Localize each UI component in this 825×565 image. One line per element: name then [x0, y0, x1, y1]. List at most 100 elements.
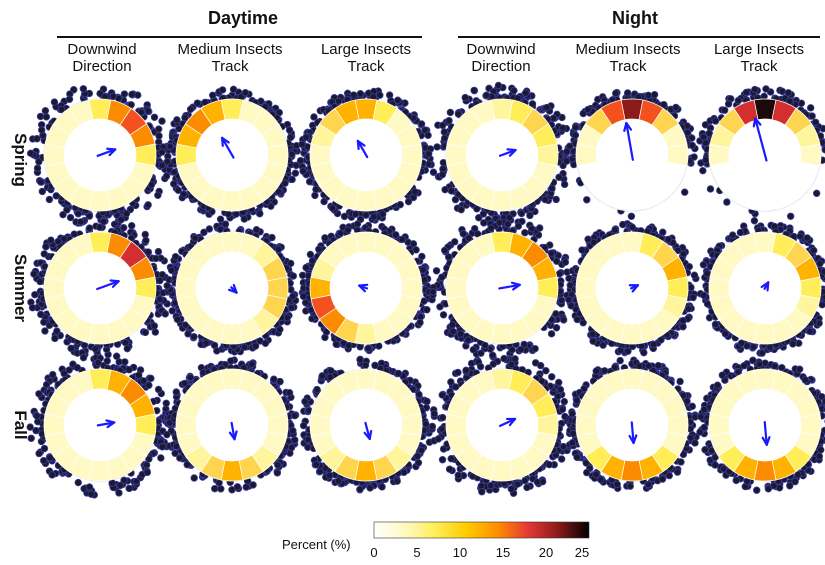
scatter-dot [154, 385, 163, 394]
scatter-dot [150, 322, 159, 330]
group-title-night: Night [612, 8, 658, 28]
scatter-dot [795, 365, 804, 373]
scatter-dot [440, 134, 449, 143]
scatter-dot [537, 361, 545, 370]
scatter-dot [163, 157, 172, 166]
rose-plot [565, 220, 700, 357]
scatter-dot [186, 105, 195, 113]
rose-plot [296, 87, 435, 224]
scatter-dot [543, 103, 551, 112]
scatter-dot [481, 341, 489, 349]
scatter-dot [454, 471, 462, 480]
scatter-dot [281, 179, 289, 187]
scatter-dot [784, 89, 793, 97]
rose-sector [799, 143, 822, 167]
scatter-dot [162, 399, 170, 407]
scatter-dot [640, 348, 648, 357]
scatter-dot [547, 249, 556, 257]
scatter-dot [616, 346, 625, 354]
scatter-dot [298, 140, 306, 148]
scatter-dot [578, 246, 586, 254]
scatter-dot [547, 330, 556, 338]
scatter-dot [145, 381, 153, 389]
scatter-dot [439, 158, 448, 167]
scatter-dot [425, 150, 433, 158]
scatter-dot [521, 89, 530, 97]
scatter-dot [311, 191, 319, 200]
rose-sector [754, 209, 776, 212]
scatter-dot [38, 187, 47, 196]
scatter-dot [514, 222, 523, 230]
scatter-dot [441, 246, 449, 255]
scatter-dot [750, 217, 759, 225]
scatter-dot [205, 225, 214, 233]
scatter-dot [301, 299, 310, 307]
rose-plot [298, 220, 433, 355]
scatter-dot [60, 369, 68, 378]
arrow-head [512, 283, 521, 291]
scatter-dot [119, 224, 128, 232]
scatter-dot [174, 186, 182, 194]
scatter-dot [155, 125, 163, 133]
scatter-dot [35, 158, 43, 166]
scatter-dot [561, 258, 570, 266]
scatter-dot [173, 315, 182, 324]
scatter-dot [703, 269, 711, 278]
scatter-dot [732, 476, 740, 485]
scatter-dot [434, 435, 442, 443]
scatter-dot [40, 318, 48, 326]
scatter-dot [803, 234, 811, 242]
scatter-dot [154, 191, 162, 199]
scatter-dot [60, 235, 68, 243]
scatter-dot [95, 223, 104, 231]
scatter-dot [699, 166, 707, 175]
scatter-dot [599, 341, 607, 349]
scatter-dot [39, 456, 48, 465]
scatter-dot [552, 257, 561, 265]
column-header: Large Insects Track [713, 41, 805, 75]
scatter-dot [796, 232, 804, 240]
scatter-dot [306, 250, 315, 259]
scatter-dot [665, 471, 673, 480]
scatter-dot [764, 485, 773, 493]
scatter-dot [478, 488, 486, 496]
scatter-dot [123, 344, 131, 353]
scatter-dot [121, 358, 129, 366]
scatter-dot [356, 485, 364, 494]
rose-plot [696, 85, 825, 225]
mean-direction-arrow [96, 148, 117, 157]
scatter-dot [172, 388, 181, 396]
scatter-dot [563, 147, 571, 156]
scatter-dot [208, 91, 217, 99]
scatter-dot [436, 303, 444, 311]
scatter-dot [103, 357, 111, 365]
scatter-dot [137, 108, 145, 116]
rose-plot [696, 221, 825, 357]
scatter-dot [495, 218, 504, 227]
scatter-dot [37, 178, 45, 186]
scatter-dot [513, 480, 522, 488]
mean-direction-arrow [498, 417, 517, 428]
scatter-dot [450, 238, 459, 246]
scatter-dot [711, 461, 719, 469]
scatter-dot [445, 465, 454, 473]
scatter-dot [713, 381, 722, 389]
scatter-dot [429, 288, 437, 296]
scatter-dot [612, 89, 620, 97]
colorbar-title: Percent (%) [282, 537, 351, 552]
scatter-dot [510, 86, 518, 95]
scatter-dot [190, 474, 198, 482]
scatter-dot [215, 479, 223, 487]
scatter-dot [270, 375, 278, 383]
arrow-head [221, 136, 230, 144]
scatter-dot [644, 480, 653, 489]
scatter-dot [33, 135, 41, 143]
scatter-dot [650, 90, 659, 99]
arrow-head [108, 148, 117, 157]
scatter-dot [441, 185, 449, 194]
scatter-dot [810, 246, 818, 255]
scatter-dot [411, 188, 419, 196]
scatter-dot [456, 330, 465, 338]
scatter-dot [571, 123, 580, 131]
scatter-dot [821, 397, 825, 405]
